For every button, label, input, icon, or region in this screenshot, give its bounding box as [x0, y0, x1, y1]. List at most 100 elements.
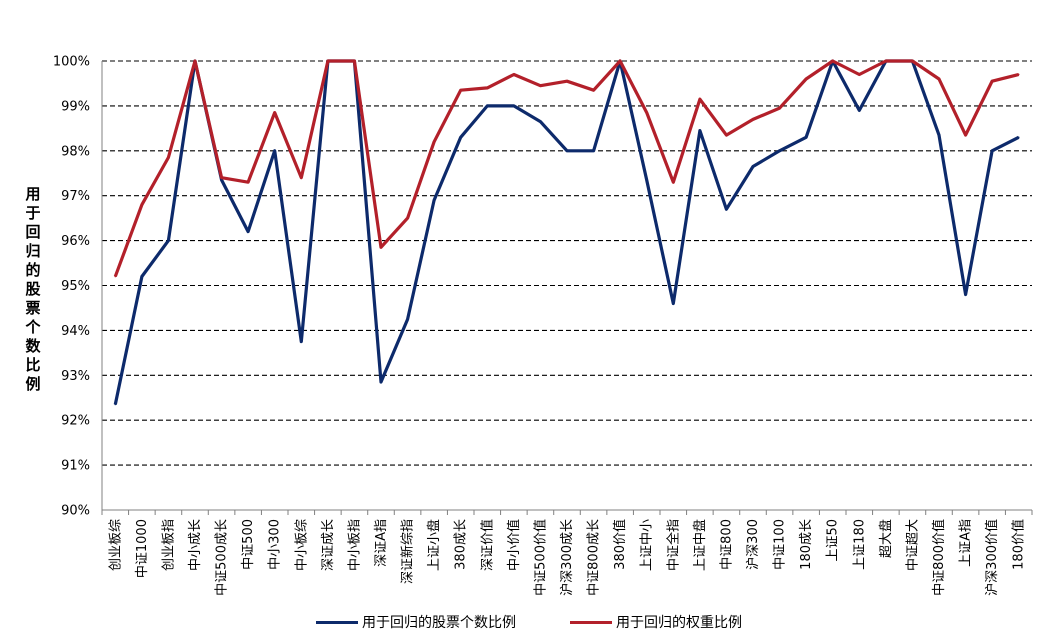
x-tick-label: 上证50 — [826, 519, 841, 562]
data-point — [327, 60, 329, 62]
x-tick-label: 沪深300价值 — [984, 519, 1000, 596]
data-point — [459, 89, 462, 91]
data-point — [725, 134, 728, 136]
data-point — [805, 136, 807, 139]
y-axis-label: 用于回归的股票个数比例 — [25, 185, 41, 393]
series-line-weight — [113, 59, 1020, 278]
data-point — [380, 246, 382, 249]
x-tick-label: 中证800成长 — [587, 519, 602, 596]
data-point — [433, 199, 435, 201]
data-point — [539, 84, 542, 87]
data-point — [699, 98, 701, 100]
data-point — [778, 150, 781, 152]
x-tick-label: 上证180 — [852, 519, 867, 570]
data-point — [353, 60, 356, 62]
data-point — [486, 105, 489, 107]
x-axis-ticks: 创业板综 中证1000 创业板指 中小成长 中证500成长 中证500 中小300 中小板综深… — [108, 519, 1026, 596]
y-tick-label: 94% — [61, 324, 90, 339]
data-point — [513, 105, 515, 107]
data-point — [273, 111, 276, 114]
data-point — [300, 176, 303, 179]
x-tick-label: 中证超大 — [905, 519, 920, 571]
y-axis-ticks: 90% 91% 92% 93% 94% 95% 96% 97% 98% 99% 100% — [53, 55, 90, 519]
legend-item-count: 用于回归的股票个数比例 — [316, 612, 516, 632]
data-point — [486, 87, 489, 89]
y-tick-label: 100% — [53, 55, 90, 70]
data-point — [406, 318, 409, 320]
data-point — [433, 141, 435, 143]
legend-swatch-weight — [570, 620, 612, 624]
x-tick-label: 中小价值 — [506, 519, 522, 571]
x-tick-label: 沪深300成长 — [559, 519, 575, 596]
x-tick-label: 中小板指 — [347, 519, 362, 571]
x-tick-label: 中证500 — [241, 519, 256, 570]
data-point — [964, 134, 967, 136]
x-tick-label: 深证A指 — [374, 519, 389, 567]
axes — [101, 61, 1033, 515]
x-tick-label: 超大盘 — [878, 519, 894, 558]
x-tick-label: 380价值 — [612, 519, 628, 570]
x-tick-label: 中证500成长 — [215, 519, 230, 596]
data-point — [592, 150, 595, 152]
y-tick-label: 99% — [61, 99, 90, 114]
x-tick-label: 中证800价值 — [931, 519, 947, 596]
data-point — [220, 179, 223, 181]
x-tick-label: 沪深300 — [745, 519, 761, 570]
y-tick-label: 97% — [61, 189, 90, 204]
data-point — [167, 239, 170, 242]
legend-item-weight: 用于回归的权重比例 — [570, 612, 742, 632]
x-tick-label: 深证价值 — [479, 519, 495, 571]
data-point — [699, 129, 701, 132]
y-tick-label: 91% — [61, 459, 90, 474]
x-tick-label: 中证1000 — [135, 519, 150, 578]
data-point — [858, 109, 861, 112]
data-point — [1017, 136, 1020, 139]
data-point — [459, 136, 462, 139]
data-point — [167, 156, 170, 159]
data-point — [938, 134, 940, 136]
y-tick-label: 96% — [61, 234, 90, 249]
data-point — [964, 293, 967, 296]
x-tick-label: 中证800 — [719, 519, 734, 570]
x-tick-label: 上证小盘 — [426, 519, 442, 571]
x-tick-label: 180成长 — [799, 519, 814, 570]
x-tick-label: 上证中盘 — [692, 519, 708, 571]
legend-label-count: 用于回归的股票个数比例 — [362, 615, 516, 631]
x-tick-label: 中小板综 — [294, 519, 309, 571]
data-point — [858, 73, 861, 76]
data-point — [645, 179, 648, 181]
legend: 用于回归的股票个数比例 用于回归的权重比例 — [0, 612, 1059, 634]
data-point — [141, 203, 143, 206]
data-point — [991, 150, 993, 152]
gridlines — [102, 60, 1032, 466]
y-tick-label: 95% — [61, 279, 90, 294]
data-point — [114, 275, 117, 278]
legend-label-weight: 用于回归的权重比例 — [616, 615, 742, 631]
data-point — [805, 78, 807, 80]
data-point — [592, 89, 595, 91]
data-point — [752, 165, 754, 168]
data-point — [539, 120, 542, 123]
series-lines — [113, 59, 1020, 406]
x-tick-label: 中小成长 — [188, 519, 203, 571]
x-tick-label: 中证500价值 — [532, 519, 548, 596]
series-line-count — [113, 59, 1020, 405]
legend-swatch-count — [316, 620, 358, 624]
x-tick-label: 上证A指 — [959, 519, 974, 567]
data-point — [725, 208, 728, 210]
data-point — [566, 150, 568, 152]
data-point — [566, 80, 568, 83]
y-tick-label: 98% — [61, 144, 90, 159]
data-point — [1017, 73, 1020, 76]
data-point — [300, 340, 303, 343]
data-point — [141, 275, 143, 278]
data-point — [885, 60, 887, 62]
data-point — [513, 73, 515, 76]
data-point — [247, 181, 249, 184]
y-tick-label: 92% — [61, 414, 90, 429]
data-point — [247, 230, 249, 233]
data-point — [672, 302, 675, 305]
data-point — [194, 60, 196, 62]
data-point — [220, 176, 223, 179]
